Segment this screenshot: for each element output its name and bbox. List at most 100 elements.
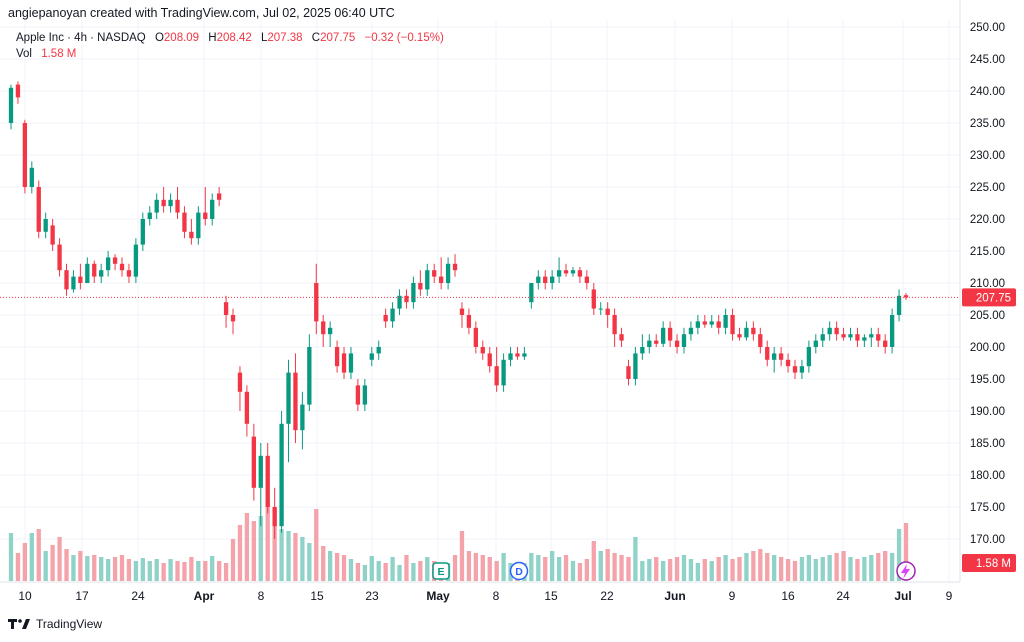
candle-body [869, 334, 874, 338]
candle-body [681, 334, 687, 347]
event-marker-label: D [515, 566, 523, 578]
time-tick-label: Apr [194, 589, 215, 603]
volume-bar [307, 543, 312, 581]
volume-bar [105, 559, 111, 581]
candle-body [376, 347, 381, 354]
time-axis[interactable]: 10 17 24 Apr 8 15 23 May 8 15 22 Jun 9 16 24 Jul 9 [0, 581, 960, 603]
candle-body [29, 167, 34, 187]
volume-bar [820, 557, 825, 581]
candle-body [22, 123, 28, 187]
volume-bar [133, 561, 139, 581]
volume-bar [126, 559, 132, 581]
volume-bar [425, 557, 430, 581]
volume-bar [168, 559, 173, 581]
candle-body [765, 347, 770, 360]
time-tick-label: Jul [894, 589, 911, 603]
tradingview-brand: TradingView [36, 617, 103, 631]
volume-bar [8, 533, 14, 581]
volume-bar [210, 556, 215, 581]
change-value: −0.32 (−0.15%) [364, 32, 444, 44]
volume-bar [744, 553, 749, 581]
candle-body [883, 340, 888, 347]
time-tick-label: 8 [258, 589, 265, 603]
open-value: 208.09 [163, 32, 200, 44]
candle-body [744, 327, 749, 338]
volume-bar [348, 559, 354, 581]
volume-bar [99, 557, 104, 581]
symbol-name: Apple Inc · 4h · NASDAQ [16, 32, 146, 44]
candle-body [182, 212, 187, 232]
volume-bar [29, 533, 34, 581]
split-icon[interactable] [896, 561, 916, 581]
volume-bar [341, 555, 347, 581]
volume-bar [550, 551, 555, 581]
event-marker-label: E [437, 566, 444, 578]
time-tick-label: 17 [75, 589, 89, 603]
candle-body [820, 334, 825, 341]
time-tick-label: 23 [365, 589, 379, 603]
open-label: O [154, 32, 164, 44]
volume-bar [584, 559, 590, 581]
price-tick-label: 225.00 [970, 182, 1005, 194]
candle-body [78, 276, 83, 283]
candle-body [772, 353, 777, 360]
candle-body [633, 353, 638, 379]
volume-bar [258, 516, 263, 581]
candle-body [189, 231, 194, 239]
candle-body [751, 327, 756, 335]
time-tick-label: 8 [493, 589, 500, 603]
candle-body [411, 283, 416, 303]
volume-bar [244, 513, 250, 581]
volume-bar [154, 559, 159, 581]
earnings-marker[interactable]: E [432, 562, 450, 580]
volume-bar [834, 553, 839, 581]
volume-bar [536, 555, 541, 581]
candle-body [758, 334, 763, 347]
candle-body [667, 327, 673, 341]
volume-bar [841, 551, 846, 581]
volume-bar [369, 556, 374, 581]
price-tick-label: 175.00 [970, 502, 1005, 514]
candle-body [362, 385, 367, 405]
candle-body [71, 276, 76, 290]
volume-bar [452, 555, 458, 581]
volume-bar [321, 546, 326, 581]
price-axis[interactable]: 250.00 245.00 240.00 235.00 230.00 225.00 220.… [959, 0, 1016, 582]
candle-body [237, 372, 243, 392]
last-price-tag [962, 288, 1016, 307]
volume-bar [36, 529, 41, 581]
volume-bar [362, 565, 367, 581]
candle-body [15, 84, 21, 98]
price-tick-label: 185.00 [970, 438, 1005, 450]
volume-bar [223, 563, 229, 581]
symbol-legend: Apple Inc · 4h · NASDAQ O208.09 H208.42 … [16, 32, 444, 44]
candle-body [244, 391, 250, 424]
candlesticks [8, 81, 909, 539]
dividend-marker[interactable]: D [509, 561, 529, 581]
candle-body [515, 353, 520, 357]
volume-bar [189, 557, 194, 581]
candle-body [251, 436, 256, 488]
candle-body [50, 225, 55, 245]
volume-bar [286, 531, 291, 581]
volume-bar [737, 557, 742, 581]
candle-body [785, 359, 791, 367]
candle-body [314, 283, 319, 322]
candle-body [334, 347, 340, 367]
candle-body [806, 347, 812, 367]
volume-bar [397, 565, 402, 581]
candle-body [196, 212, 201, 239]
volume-bar [806, 555, 812, 581]
volume-bar [570, 561, 576, 581]
volume-bar [640, 561, 645, 581]
candle-body [92, 263, 97, 277]
price-tick-label: 235.00 [970, 118, 1005, 130]
candle-body [404, 295, 409, 303]
volume-bar [813, 559, 818, 581]
candle-body [286, 372, 291, 424]
candle-body [418, 283, 423, 290]
tradingview-footer[interactable]: TradingView [8, 617, 102, 631]
candle-body [737, 334, 742, 338]
